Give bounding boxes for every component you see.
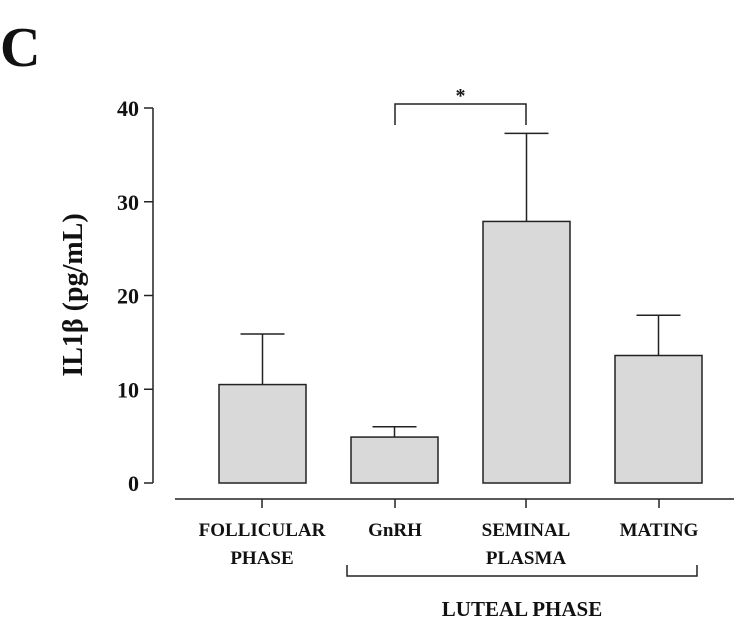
y-tick-label: 20 <box>117 284 139 309</box>
x-tick-label: MATING <box>620 520 699 541</box>
y-tick-label: 0 <box>128 471 139 496</box>
x-tick-label: GnRH <box>368 520 422 541</box>
y-axis-label: IL1β (pg/mL) <box>58 213 89 376</box>
y-tick-label: 10 <box>117 377 139 402</box>
plot-area: 0 10 20 30 40 FOLLICULAR PHASE GnRH SEMINAL PLASM… <box>117 85 734 620</box>
significance-label: * <box>456 85 466 107</box>
y-tick-label: 40 <box>117 96 139 121</box>
y-tick-label: 30 <box>117 190 139 215</box>
significance-bracket <box>394 103 527 125</box>
bar <box>482 220 571 484</box>
x-tick-label: FOLLICULAR <box>199 520 326 541</box>
bar <box>614 354 703 484</box>
bar <box>218 383 307 484</box>
panel-label: C <box>0 17 40 79</box>
group-bracket <box>346 565 698 577</box>
group-bracket-label: LUTEAL PHASE <box>442 597 602 620</box>
x-tick-label: PHASE <box>230 548 293 569</box>
x-tick-label: PLASMA <box>486 548 567 569</box>
bar <box>350 436 439 484</box>
x-tick-label: SEMINAL <box>482 520 571 541</box>
